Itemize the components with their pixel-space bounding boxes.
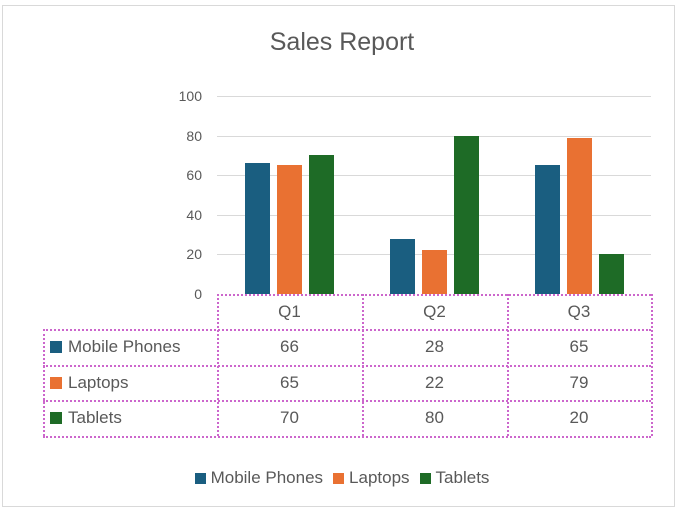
row-label-text: Tablets	[68, 408, 122, 427]
bar-tablets-q3[interactable]	[599, 254, 624, 294]
table-row-label: Laptops	[50, 365, 129, 400]
bar-mobile-phones-q1[interactable]	[245, 163, 270, 294]
table-header-q3: Q3	[567, 302, 591, 321]
row-label-text: Laptops	[68, 373, 129, 392]
table-border	[217, 294, 651, 296]
table-cell: 65	[280, 373, 299, 392]
table-border	[507, 294, 509, 436]
table-border	[43, 365, 651, 367]
legend-label: Tablets	[435, 468, 490, 487]
table-border	[362, 294, 364, 436]
legend-key-icon	[50, 376, 62, 389]
legend-label: Mobile Phones	[210, 468, 324, 487]
bar-mobile-phones-q2[interactable]	[390, 239, 415, 294]
table-cell: 28	[425, 337, 444, 356]
table-cell: 22	[425, 373, 444, 392]
table-border	[217, 294, 219, 436]
bar-tablets-q1[interactable]	[309, 155, 334, 294]
table-cell: 80	[425, 408, 444, 427]
legend-key-icon	[194, 472, 206, 484]
table-row-label: Tablets	[50, 400, 122, 435]
legend-key-icon	[419, 472, 431, 484]
y-axis-tick-label: 0	[194, 286, 202, 302]
y-axis-tick-label: 60	[186, 167, 202, 183]
legend-key-icon	[50, 340, 62, 353]
y-axis-tick-label: 40	[186, 207, 202, 223]
legend-label: Laptops	[349, 468, 410, 487]
y-axis-tick-label: 80	[186, 128, 202, 144]
bar-laptops-q1[interactable]	[277, 165, 302, 294]
table-border	[43, 329, 45, 436]
table-cell: 20	[569, 408, 589, 427]
table-border	[43, 400, 651, 402]
table-cell: 70	[280, 408, 299, 427]
chart-area[interactable]	[2, 5, 675, 507]
table-border	[43, 329, 651, 331]
bar-laptops-q2[interactable]	[422, 250, 447, 294]
legend-key-icon	[333, 472, 345, 484]
table-header-q2: Q2	[423, 302, 446, 321]
legend-key-icon	[50, 411, 62, 424]
y-axis-tick-label: 100	[178, 88, 202, 104]
gridline	[217, 136, 651, 137]
table-cell: 65	[569, 337, 589, 356]
table-border	[651, 294, 653, 436]
gridline	[217, 175, 651, 176]
table-border	[43, 436, 651, 438]
row-label-text: Mobile Phones	[68, 337, 181, 356]
chart-title: Sales Report	[269, 28, 415, 56]
legend-item-laptops[interactable]: Laptops	[333, 468, 410, 488]
table-header-q1: Q1	[278, 302, 301, 321]
gridline	[217, 96, 651, 97]
bar-mobile-phones-q3[interactable]	[535, 165, 560, 294]
bar-tablets-q2[interactable]	[454, 136, 479, 294]
gridline	[217, 215, 651, 216]
table-row-label: Mobile Phones	[50, 329, 180, 364]
legend-item-mobile-phones[interactable]: Mobile Phones	[194, 468, 324, 488]
legend: Mobile Phones Laptops Tablets	[0, 468, 684, 488]
y-axis-tick-label: 20	[186, 246, 202, 262]
table-cell: 79	[569, 373, 589, 392]
table-cell: 66	[280, 337, 299, 356]
bar-laptops-q3[interactable]	[567, 138, 592, 294]
legend-item-tablets[interactable]: Tablets	[419, 468, 490, 488]
